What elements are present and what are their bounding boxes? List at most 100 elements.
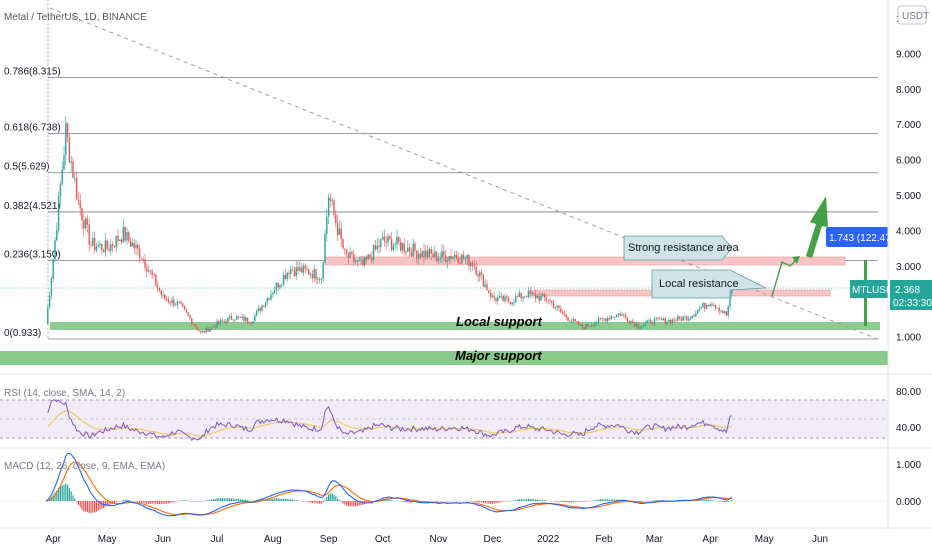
macd-hist-bar — [155, 501, 157, 504]
candle-body — [500, 295, 503, 297]
macd-hist-bar — [207, 500, 209, 501]
candles[interactable] — [47, 116, 733, 335]
candle-body — [491, 295, 494, 297]
candle-body — [77, 199, 80, 201]
candle-body — [191, 318, 193, 325]
candle-body — [288, 272, 290, 275]
candle-body — [407, 247, 409, 252]
candle-body — [531, 292, 533, 294]
macd-hist-bar — [54, 492, 56, 501]
candle-body — [61, 169, 63, 184]
candle-body — [723, 311, 726, 314]
macd-hist-bar — [598, 499, 600, 501]
macd-hist-bar — [311, 501, 313, 504]
macd-hist-bar — [139, 501, 141, 503]
candle-body — [291, 269, 294, 271]
macd-hist-bar — [315, 501, 317, 504]
rsi-tick-80: 80.00 — [896, 387, 921, 398]
symbol-title[interactable]: Metal / TetherUS, 1D, BINANCE — [4, 12, 147, 23]
candle-body — [81, 208, 83, 221]
last-price-badge[interactable] — [890, 280, 932, 310]
fibonacci-retracement[interactable]: 1(10.523)0.786(8.315)0.618(6.738)0.5(5.6… — [4, 0, 878, 340]
local-resistance-callout[interactable]: Local resistance — [651, 269, 768, 299]
candle-body — [506, 296, 508, 299]
strong-resistance-zone — [324, 256, 846, 266]
target-arrow — [806, 196, 828, 258]
candle-body — [146, 267, 148, 272]
macd-hist-bar — [389, 499, 391, 501]
candle-body — [183, 306, 186, 310]
candle-body — [707, 305, 710, 307]
macd-hist-bar — [425, 501, 427, 502]
candle-body — [401, 243, 404, 251]
candle-body — [266, 298, 269, 303]
macd-hist-bar — [522, 499, 524, 501]
candle-body — [441, 251, 443, 258]
macd-hist-bar — [104, 501, 106, 507]
candle-body — [462, 254, 465, 260]
candle-body — [101, 243, 103, 251]
candle-body — [617, 313, 620, 315]
candle-body — [596, 322, 598, 324]
candle-body — [473, 265, 476, 267]
macd-hist-bar — [284, 498, 286, 501]
currency-button[interactable] — [897, 5, 927, 25]
candle-body — [270, 294, 272, 300]
candle-body — [113, 245, 116, 248]
candle-body — [304, 265, 306, 269]
candle-body — [570, 321, 573, 322]
candle-body — [412, 243, 414, 257]
candle-body — [331, 200, 333, 202]
candle-body — [655, 317, 657, 319]
candle-body — [507, 298, 510, 302]
macd-hist-bar — [140, 501, 142, 503]
macd-label[interactable]: MACD (12, 26, close, 9, EMA, EMA) — [4, 461, 165, 472]
measure-badge[interactable] — [826, 227, 888, 247]
macd-hist-bar — [236, 498, 238, 501]
macd-hist-bar — [261, 499, 263, 501]
candle-body — [536, 296, 539, 299]
macd-hist-bar — [603, 499, 605, 501]
candle-body — [581, 324, 584, 329]
macd-hist-bar — [322, 501, 324, 503]
time-axis[interactable]: Apr May Jun Jul Aug Sep Oct Nov Dec 2022 Feb Mar Apr… — [45, 534, 828, 545]
candle-body — [590, 325, 593, 327]
candle-body — [164, 294, 166, 299]
candle-body — [450, 255, 452, 260]
candle-body — [160, 290, 162, 295]
macd-hist-bar — [94, 501, 96, 513]
candle-body — [405, 251, 407, 253]
candle-body — [318, 279, 321, 281]
macd-hist-bar — [76, 501, 78, 503]
macd-hist-bar — [67, 484, 69, 501]
candle-body — [423, 250, 425, 258]
candle-body — [641, 325, 643, 328]
strong-resistance-callout[interactable]: Strong resistance area — [623, 235, 740, 261]
rsi-label[interactable]: RSI (14, close, SMA, 14, 2) — [4, 388, 125, 399]
candle-body — [457, 258, 459, 264]
candle-body — [297, 266, 299, 271]
local-support-label: Local support — [456, 314, 543, 329]
candle-body — [434, 251, 436, 258]
candle-body — [718, 307, 720, 312]
macd-hist-bar — [196, 501, 198, 502]
macd-hist-bar — [607, 499, 609, 501]
candle-body — [675, 320, 677, 322]
bar-countdown: 02:33:30 — [893, 298, 932, 309]
candle-body — [74, 177, 76, 179]
candle-body — [250, 323, 252, 324]
candle-body — [90, 244, 92, 246]
candle-body — [110, 244, 112, 251]
macd-hist-bar — [526, 499, 528, 501]
macd-hist-bar — [614, 499, 616, 501]
macd-hist-bar — [158, 501, 160, 504]
macd-hist-bar — [655, 500, 657, 501]
candle-body — [626, 317, 629, 322]
macd-hist-bar — [63, 484, 65, 501]
price-tick: 7.000 — [896, 120, 921, 131]
candle-body — [576, 321, 578, 323]
candle-body — [268, 298, 270, 300]
candle-body — [102, 250, 105, 253]
macd-hist-bar — [326, 497, 328, 501]
